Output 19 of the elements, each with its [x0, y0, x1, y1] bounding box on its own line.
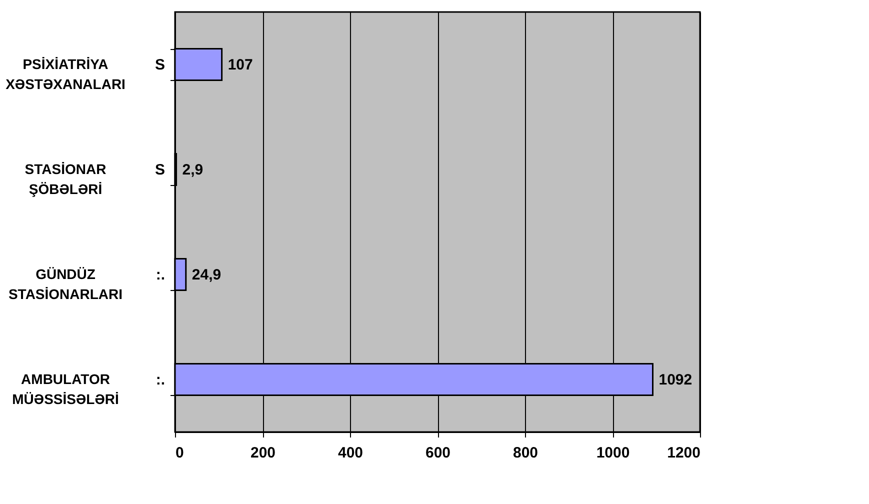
- x-tick-label: 400: [338, 444, 364, 462]
- x-tick-label: 200: [250, 444, 276, 462]
- text: S: [154, 162, 165, 178]
- data-label: 2,9: [182, 162, 204, 178]
- y-tick-label: STASİONAR ŞÖBƏLƏRİ: [24, 161, 106, 197]
- x-tick-label: 1000: [596, 444, 630, 462]
- text: :.: [156, 372, 165, 388]
- y-tick-label: AMBULATOR MÜƏSSİSƏLƏRİ: [12, 371, 119, 407]
- data-label: 1092: [658, 372, 692, 388]
- text: S: [154, 56, 165, 74]
- data-label: 24,9: [192, 266, 222, 284]
- y-tick-label: PSİXİATRİYA XƏSTƏXANALARI: [6, 56, 126, 92]
- x-tick-label: 0: [176, 444, 184, 462]
- x-tick-label: 600: [425, 444, 451, 462]
- x-tick-label: 800: [512, 444, 538, 462]
- y-tick-label: GÜNDÜZ STASİONARLARI: [8, 266, 123, 302]
- data-label: 107: [228, 56, 253, 74]
- x-tick-label: 1200: [667, 444, 700, 462]
- text: :.: [156, 266, 165, 284]
